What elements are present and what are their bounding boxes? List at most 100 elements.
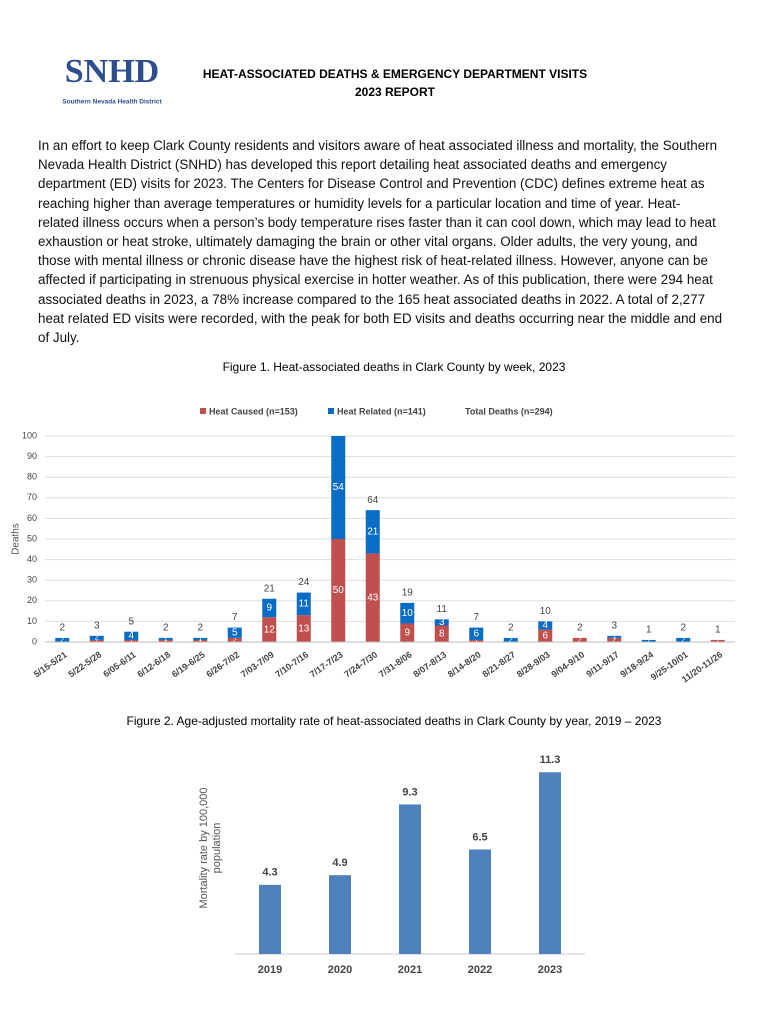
total-label: 1: [715, 625, 721, 636]
bar-label: 2: [509, 637, 513, 644]
legend-label: Total Deaths (n=294): [465, 406, 553, 416]
bar-label: 1: [198, 638, 202, 645]
x-tick-label: 7/10-7/16: [273, 649, 310, 679]
total-label: 64: [367, 495, 379, 506]
bar-label: 1: [95, 638, 99, 645]
x-tick-label: 8/07-8/13: [411, 649, 448, 679]
bar-label: 4: [128, 630, 134, 641]
paragraph-line: department (ED) visits for 2023. The Cen…: [38, 176, 705, 192]
bar-segment: [572, 637, 587, 642]
bar-segment: [55, 637, 70, 642]
paragraph-line: Nevada Health District (SNHD) has develo…: [38, 157, 667, 173]
bar-segment: [434, 625, 449, 642]
x-tick-label: 7/17-7/23: [308, 649, 345, 679]
total-label: 5: [128, 616, 134, 627]
bar-label: 12: [264, 624, 276, 635]
bar-label: 9: [266, 603, 272, 614]
bar-label: 2: [578, 637, 582, 644]
total-label: 3: [611, 620, 617, 631]
paragraph-line: exhaustion or heat stroke, ultimately da…: [38, 234, 698, 250]
y-tick-label: 60: [27, 513, 37, 523]
bar-segment: [227, 637, 242, 642]
value-label: 4.9: [332, 857, 347, 869]
bar-label: 8: [439, 628, 445, 639]
bar-segment: [365, 510, 380, 554]
bar-label: 1: [612, 634, 616, 641]
bar-segment: [89, 635, 104, 640]
paragraph-line: heat related ED visits were recorded, wi…: [38, 310, 723, 326]
bar-segment: [365, 553, 380, 642]
paragraph: In an effort to keep Clark County reside…: [38, 136, 722, 347]
bar-label: 1: [474, 638, 478, 645]
x-tick-label: 6/12-6/18: [135, 649, 172, 679]
bar: [539, 772, 561, 954]
y-tick-label: 40: [27, 554, 37, 564]
bar-segment: [503, 637, 518, 642]
bar-segment: [124, 631, 139, 640]
bar-label: 43: [367, 592, 379, 603]
x-tick-label: 2020: [328, 964, 352, 976]
x-tick-label: 2021: [398, 964, 422, 976]
y-tick-label: 90: [27, 451, 37, 461]
value-label: 6.5: [472, 831, 487, 843]
total-label: 2: [163, 623, 169, 634]
x-tick-label: 2023: [538, 964, 562, 976]
bar-label: 1: [129, 638, 133, 645]
x-tick-label: 2019: [258, 964, 282, 976]
y-axis-title-part: population: [211, 823, 223, 874]
x-tick-label: 6/19-6/25: [170, 649, 207, 679]
paragraph-line: In an effort to keep Clark County reside…: [38, 138, 718, 153]
total-label: 2: [59, 623, 65, 634]
bar-label: 2: [60, 637, 64, 644]
bar-segment: [262, 598, 277, 618]
x-tick-label: 8/28-9/03: [515, 649, 552, 679]
total-label: 3: [94, 620, 100, 631]
bar-label: 3: [439, 617, 445, 628]
total-label: 10: [540, 606, 552, 617]
bar-segment: [469, 627, 484, 640]
bar-segment: [158, 637, 173, 640]
y-axis-title: Deaths: [11, 523, 22, 555]
x-tick-label: 8/21-8/27: [480, 649, 517, 679]
paragraph-line: related illness occurs when a person’s b…: [38, 214, 716, 230]
bar-label: 4: [542, 620, 548, 631]
y-tick-label: 70: [27, 492, 37, 502]
total-label: 21: [264, 583, 276, 594]
y-tick-label: 50: [27, 533, 37, 543]
bar: [399, 804, 421, 954]
bar-segment: [262, 617, 277, 642]
bar-label: 50: [333, 585, 345, 596]
total-label: 11: [437, 604, 448, 615]
bar-segment: [607, 635, 622, 638]
paragraph-line: reaching higher than average temperature…: [38, 195, 681, 211]
bar-label: 1: [716, 638, 720, 645]
legend-swatch: [200, 408, 206, 414]
y-axis-title: Mortality rate by 100,000population: [198, 787, 223, 908]
total-label: 2: [508, 623, 514, 634]
paragraph-line: associated deaths in 2023, a 78% increas…: [38, 291, 706, 307]
bar-segment: [434, 619, 449, 626]
y-tick-label: 0: [32, 636, 37, 646]
logo-text: SNHD: [65, 53, 159, 90]
total-label: 2: [197, 623, 203, 634]
bar: [329, 875, 351, 954]
value-label: 4.3: [262, 867, 277, 879]
x-tick-label: 7/31-8/06: [377, 649, 414, 679]
total-label: 7: [473, 612, 479, 623]
x-tick-label: 7/24-7/30: [342, 649, 379, 679]
bar: [469, 849, 491, 954]
total-label: 19: [402, 588, 414, 599]
total-label: 24: [298, 577, 310, 588]
bar-label: 1: [164, 636, 168, 643]
header-subtitle: 2023 REPORT: [354, 85, 436, 99]
bar-segment: [607, 637, 622, 642]
value-label: 11.3: [540, 754, 561, 766]
bar-label: 2: [233, 637, 237, 644]
bar-segment: [227, 627, 242, 638]
y-tick-label: 80: [27, 472, 37, 482]
bar-segment: [400, 623, 415, 642]
bar-segment: [400, 602, 415, 624]
x-tick-label: 9/04-9/10: [549, 649, 586, 679]
bar-segment: [676, 637, 691, 642]
